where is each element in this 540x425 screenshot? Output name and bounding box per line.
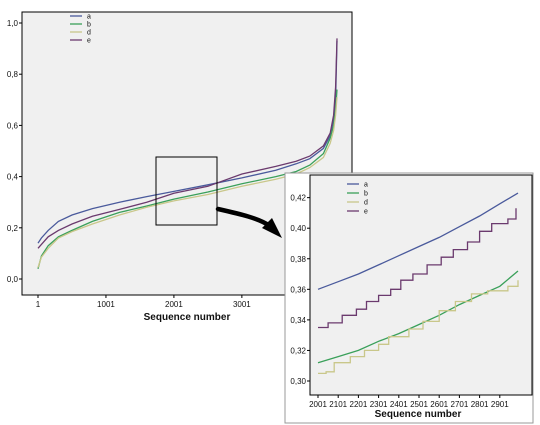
main-x-tick-label: 2001 (165, 300, 183, 309)
zoom-box (155, 156, 218, 226)
zoom-x-tick-label: 2001 (309, 400, 327, 409)
zoom-y-tick-label: 0,32 (290, 346, 306, 355)
main-x-tick-label: 3001 (233, 300, 251, 309)
main-y-tick-label: 1,0 (7, 19, 19, 28)
main-series-group (37, 38, 338, 269)
zoom-plot-area (309, 174, 533, 396)
zoom-x-tick-label: 2901 (491, 400, 509, 409)
main-legend-label-a: a (87, 14, 91, 21)
main-series-line-e (37, 38, 338, 249)
zoom-series-line-b (317, 270, 519, 364)
zoom-legend-label-d: d (364, 200, 368, 207)
main-x-tick-label: 1 (36, 300, 41, 309)
zoom-series-group (317, 192, 519, 375)
zoom-x-axis-label: Sequence number (375, 409, 462, 420)
zoom-y-tick-label: 0,34 (290, 316, 306, 325)
zoom-series-line-e (318, 208, 517, 329)
main-y-tick-label: 0,6 (7, 121, 19, 130)
main-legend-label-d: d (87, 30, 91, 37)
main-legend-label-e: e (87, 38, 91, 45)
zoom-x-tick-label: 2801 (471, 400, 489, 409)
main-y-tick-label: 0,2 (7, 224, 19, 233)
zoom-axis-ticks: 2001 2101 2201 2301 2401 2501 2601 2701 2801 2901… (290, 194, 509, 409)
zoom-series-line-a (317, 192, 519, 290)
main-y-tick-label: 0,8 (7, 70, 19, 79)
zoom-y-tick-label: 0,42 (290, 194, 306, 203)
main-x-axis-label: Sequence number (144, 312, 231, 323)
zoom-x-tick-label: 2401 (390, 400, 408, 409)
zoom-x-tick-label: 2201 (350, 400, 368, 409)
zoom-y-tick-label: 0,30 (290, 377, 306, 386)
zoom-x-tick-label: 2701 (451, 400, 469, 409)
zoom-x-tick-label: 2301 (370, 400, 388, 409)
zoom-y-tick-label: 0,40 (290, 224, 306, 233)
zoom-y-tick-label: 0,36 (290, 285, 306, 294)
zoom-x-tick-label: 2501 (410, 400, 428, 409)
main-legend-label-b: b (87, 22, 91, 29)
zoom-chart: 2001 2101 2201 2301 2401 2501 2601 2701 2801 2901… (284, 172, 534, 424)
main-x-tick-label: 1001 (97, 300, 115, 309)
main-series-line-a (37, 40, 338, 244)
main-series-line-d (37, 97, 338, 268)
zoom-legend-label-e: e (364, 209, 368, 216)
zoom-y-tick-label: 0,38 (290, 255, 306, 264)
zoom-legend-label-b: b (364, 191, 368, 198)
zoom-arrow (215, 206, 282, 238)
zoom-x-tick-label: 2101 (329, 400, 347, 409)
zoom-arrow-head (262, 218, 282, 238)
zoom-x-tick-label: 2601 (430, 400, 448, 409)
zoom-legend-label-a: a (364, 182, 368, 189)
main-series-line-b (37, 89, 338, 269)
main-y-tick-label: 0,0 (7, 275, 19, 284)
main-y-tick-label: 0,4 (7, 173, 19, 182)
main-chart: 110012001300140010,00,20,40,60,81,0 abde… (7, 11, 353, 323)
zoom-series-line-d (318, 280, 519, 375)
